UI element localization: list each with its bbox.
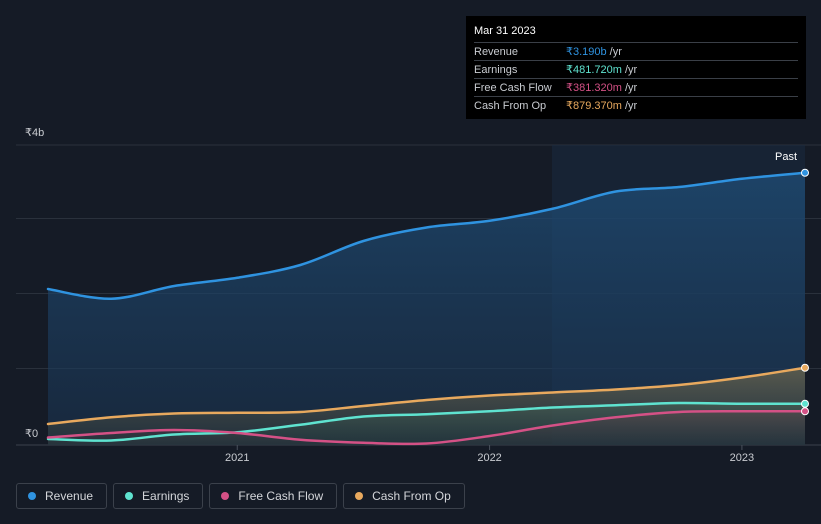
revenue-area xyxy=(48,172,805,445)
tooltip-row-value: ₹3.190b xyxy=(566,46,607,58)
tooltip-row-unit: /yr xyxy=(609,45,622,58)
earnings-line xyxy=(46,401,807,442)
y-axis-bottom-label: ₹0 xyxy=(25,428,38,440)
legend-item-cash-from-op[interactable]: Cash From Op xyxy=(343,483,465,509)
tooltip-row-unit: /yr xyxy=(624,99,638,112)
tooltip-row-label: Revenue xyxy=(474,45,519,58)
tooltip-row-value: ₹879.370m xyxy=(566,100,622,112)
legend-dot-icon xyxy=(125,492,134,500)
tooltip-row: Revenue ₹3.190b/yr xyxy=(474,42,798,60)
past-label: Past xyxy=(775,151,797,163)
tooltip: Mar 31 2023 Revenue ₹3.190b/yr Earnings ₹48… xyxy=(466,16,806,119)
legend-label: Cash From Op xyxy=(372,489,451,503)
free-cash-flow-line xyxy=(46,409,807,446)
legend-label: Revenue xyxy=(45,489,94,503)
legend-item-revenue[interactable]: Revenue xyxy=(16,483,108,509)
legend-dot-icon xyxy=(221,492,230,500)
revenue-end-point xyxy=(801,168,809,177)
tooltip-row-value: ₹381.320m xyxy=(566,82,622,94)
tooltip-row: Free Cash Flow ₹381.320m/yr xyxy=(474,78,798,96)
y-axis-top-label: ₹4b xyxy=(25,127,44,139)
legend-dot-icon xyxy=(355,492,364,500)
tooltip-row: Cash From Op ₹879.370m/yr xyxy=(474,96,798,114)
tooltip-row-label: Free Cash Flow xyxy=(474,81,552,94)
legend-item-free-cash-flow[interactable]: Free Cash Flow xyxy=(209,483,338,509)
legend: Revenue Earnings Free Cash Flow Cash From O… xyxy=(16,483,465,509)
free-cash-flow-end-point xyxy=(801,407,809,416)
x-tick-label: 2022 xyxy=(477,452,501,464)
cash-from-op-line xyxy=(46,366,807,426)
legend-label: Earnings xyxy=(142,489,190,503)
x-tick-label: 2021 xyxy=(225,452,249,464)
tooltip-row-unit: /yr xyxy=(624,63,638,76)
tooltip-row: Earnings ₹481.720m/yr xyxy=(474,60,798,78)
tooltip-row-label: Earnings xyxy=(474,63,518,76)
x-tick-label: 2023 xyxy=(730,452,754,464)
tooltip-date: Mar 31 2023 xyxy=(474,25,536,37)
cash-from-op-area xyxy=(48,367,805,445)
revenue-line xyxy=(46,171,807,301)
cash-from-op-end-point xyxy=(801,363,809,372)
legend-label: Free Cash Flow xyxy=(238,489,324,503)
tooltip-row-label: Cash From Op xyxy=(474,99,547,112)
earnings-end-point xyxy=(801,399,809,408)
tooltip-row-value: ₹481.720m xyxy=(566,64,622,76)
legend-dot-icon xyxy=(28,492,36,500)
legend-item-earnings[interactable]: Earnings xyxy=(113,483,204,509)
tooltip-row-unit: /yr xyxy=(624,81,638,94)
